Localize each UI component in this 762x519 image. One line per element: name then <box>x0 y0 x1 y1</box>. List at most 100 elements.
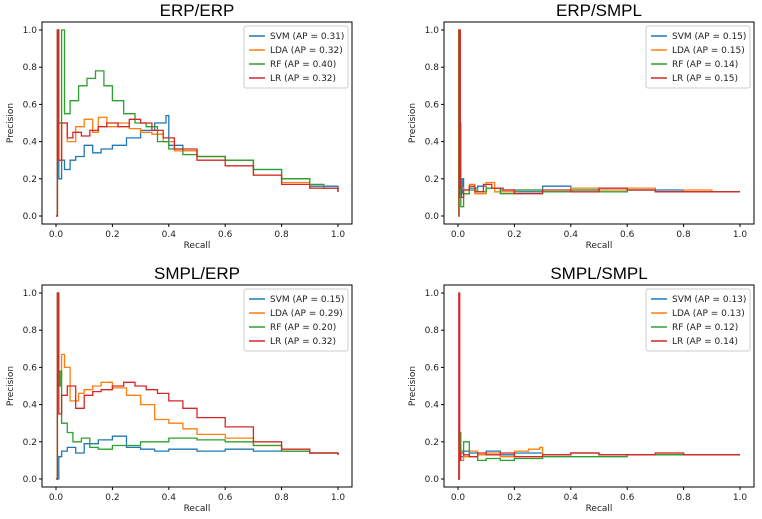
x-tick-label: 0.0 <box>451 493 466 503</box>
legend-entry-svm: SVM (AP = 0.31) <box>270 32 344 42</box>
y-axis-label: Precision <box>408 103 418 143</box>
series-line-lr <box>56 29 339 217</box>
legend-box <box>645 288 751 352</box>
legend-entry-rf: RF (AP = 0.20) <box>270 323 336 333</box>
x-tick-label: 0.6 <box>218 230 233 240</box>
legend: SVM (AP = 0.31) LDA (AP = 0.32) RF (AP = 0… <box>243 25 349 89</box>
y-tick-label: 0.2 <box>23 175 37 185</box>
legend-entry-rf: RF (AP = 0.12) <box>672 323 738 333</box>
y-tick-label: 1.0 <box>425 26 440 36</box>
chart-title: ERP/ERP <box>160 1 235 20</box>
x-axis-label: Recall <box>184 504 211 514</box>
chart-panel-2: ERP/SMPL 0.0 0.2 0.4 0.6 0.8 1.0 0.0 0.2 0.4 0.6 0.… <box>408 1 755 251</box>
y-tick-label: 0.4 <box>23 138 38 148</box>
x-tick-label: 0.8 <box>676 493 691 503</box>
axes-frame <box>443 284 755 488</box>
x-tick-label: 0.0 <box>451 230 466 240</box>
legend-entry-lr: LR (AP = 0.14) <box>672 337 738 347</box>
y-axis-label: Precision <box>6 103 16 143</box>
x-tick-label: 0.2 <box>507 493 521 503</box>
y-tick-label: 0.6 <box>23 100 38 110</box>
y-tick-label: 1.0 <box>23 289 38 299</box>
y-tick-label: 0.0 <box>425 212 440 222</box>
chart-title: SMPL/SMPL <box>550 264 647 283</box>
y-tick-label: 0.4 <box>23 401 38 411</box>
legend-box <box>243 25 349 89</box>
legend-box <box>645 25 751 89</box>
y-tick-label: 0.0 <box>23 212 38 222</box>
x-tick-label: 1.0 <box>733 230 748 240</box>
y-tick-label: 0.8 <box>425 326 440 336</box>
x-tick-label: 0.6 <box>218 493 233 503</box>
legend-entry-rf: RF (AP = 0.40) <box>270 60 336 70</box>
legend-entry-rf: RF (AP = 0.14) <box>672 60 738 70</box>
y-tick-label: 0.8 <box>23 63 38 73</box>
y-tick-label: 0.4 <box>425 138 440 148</box>
y-tick-label: 0.2 <box>425 438 439 448</box>
legend: SVM (AP = 0.15) LDA (AP = 0.15) RF (AP = 0… <box>645 25 751 89</box>
x-tick-label: 0.4 <box>162 493 177 503</box>
y-tick-label: 1.0 <box>425 289 440 299</box>
series-line-rf <box>56 292 339 480</box>
legend-entry-svm: SVM (AP = 0.13) <box>672 295 746 305</box>
legend-entry-lda: LDA (AP = 0.13) <box>672 309 745 319</box>
legend-entry-lr: LR (AP = 0.15) <box>672 74 738 84</box>
y-tick-label: 1.0 <box>23 26 38 36</box>
y-tick-label: 0.8 <box>425 63 440 73</box>
axes-frame <box>41 284 353 488</box>
x-tick-label: 0.6 <box>620 230 635 240</box>
legend: SVM (AP = 0.13) LDA (AP = 0.13) RF (AP = 0… <box>645 288 751 352</box>
x-tick-label: 0.8 <box>274 230 289 240</box>
y-tick-label: 0.2 <box>23 438 37 448</box>
x-tick-label: 1.0 <box>331 493 346 503</box>
legend-entry-lr: LR (AP = 0.32) <box>270 337 336 347</box>
legend: SVM (AP = 0.15) LDA (AP = 0.29) RF (AP = 0… <box>243 288 349 352</box>
x-tick-label: 0.4 <box>564 230 579 240</box>
chart-panel-3: SMPL/ERP 0.0 0.2 0.4 0.6 0.8 1.0 0.0 0.2 0.4 0.6 0.… <box>6 264 353 514</box>
x-tick-label: 0.2 <box>105 230 119 240</box>
x-tick-label: 0.8 <box>274 493 289 503</box>
series-line-lr <box>458 29 740 217</box>
x-axis-label: Recall <box>184 241 211 251</box>
x-tick-label: 0.4 <box>564 493 579 503</box>
legend-entry-lr: LR (AP = 0.32) <box>270 74 336 84</box>
axes-frame <box>41 21 353 225</box>
x-axis-label: Recall <box>586 504 613 514</box>
chart-panel-4: SMPL/SMPL 0.0 0.2 0.4 0.6 0.8 1.0 0.0 0.2 0.4 0.6 0… <box>408 264 755 514</box>
y-axis-label: Precision <box>6 366 16 406</box>
x-tick-label: 1.0 <box>331 230 346 240</box>
legend-entry-lda: LDA (AP = 0.32) <box>270 46 343 56</box>
chart-panel-1: ERP/ERP 0.0 0.2 0.4 0.6 0.8 1.0 0.0 0.2 0.4 0.6 0.8… <box>6 1 353 251</box>
x-axis-label: Recall <box>586 241 613 251</box>
y-axis-label: Precision <box>408 366 418 406</box>
x-tick-label: 0.0 <box>49 493 64 503</box>
x-tick-label: 0.6 <box>620 493 635 503</box>
y-tick-label: 0.0 <box>425 475 440 485</box>
x-tick-label: 0.2 <box>105 493 119 503</box>
y-tick-label: 0.0 <box>23 475 38 485</box>
x-tick-label: 0.4 <box>162 230 177 240</box>
y-tick-label: 0.6 <box>425 100 440 110</box>
series-line-lr <box>458 292 740 480</box>
x-tick-label: 0.0 <box>49 230 64 240</box>
series-line-rf <box>56 29 339 217</box>
legend-box <box>243 288 349 352</box>
y-tick-label: 0.6 <box>425 363 440 373</box>
legend-entry-svm: SVM (AP = 0.15) <box>270 295 344 305</box>
chart-title: ERP/SMPL <box>556 1 642 20</box>
legend-entry-lda: LDA (AP = 0.29) <box>270 309 343 319</box>
chart-title: SMPL/ERP <box>154 264 240 283</box>
legend-entry-svm: SVM (AP = 0.15) <box>672 32 746 42</box>
legend-entry-lda: LDA (AP = 0.15) <box>672 46 745 56</box>
x-tick-label: 0.2 <box>507 230 521 240</box>
series-line-lr <box>56 292 339 480</box>
series-line-svm <box>56 435 339 480</box>
y-tick-label: 0.4 <box>425 401 440 411</box>
y-tick-label: 0.2 <box>425 175 439 185</box>
axes-frame <box>443 21 755 225</box>
y-tick-label: 0.8 <box>23 326 38 336</box>
x-tick-label: 1.0 <box>733 493 748 503</box>
x-tick-label: 0.8 <box>676 230 691 240</box>
